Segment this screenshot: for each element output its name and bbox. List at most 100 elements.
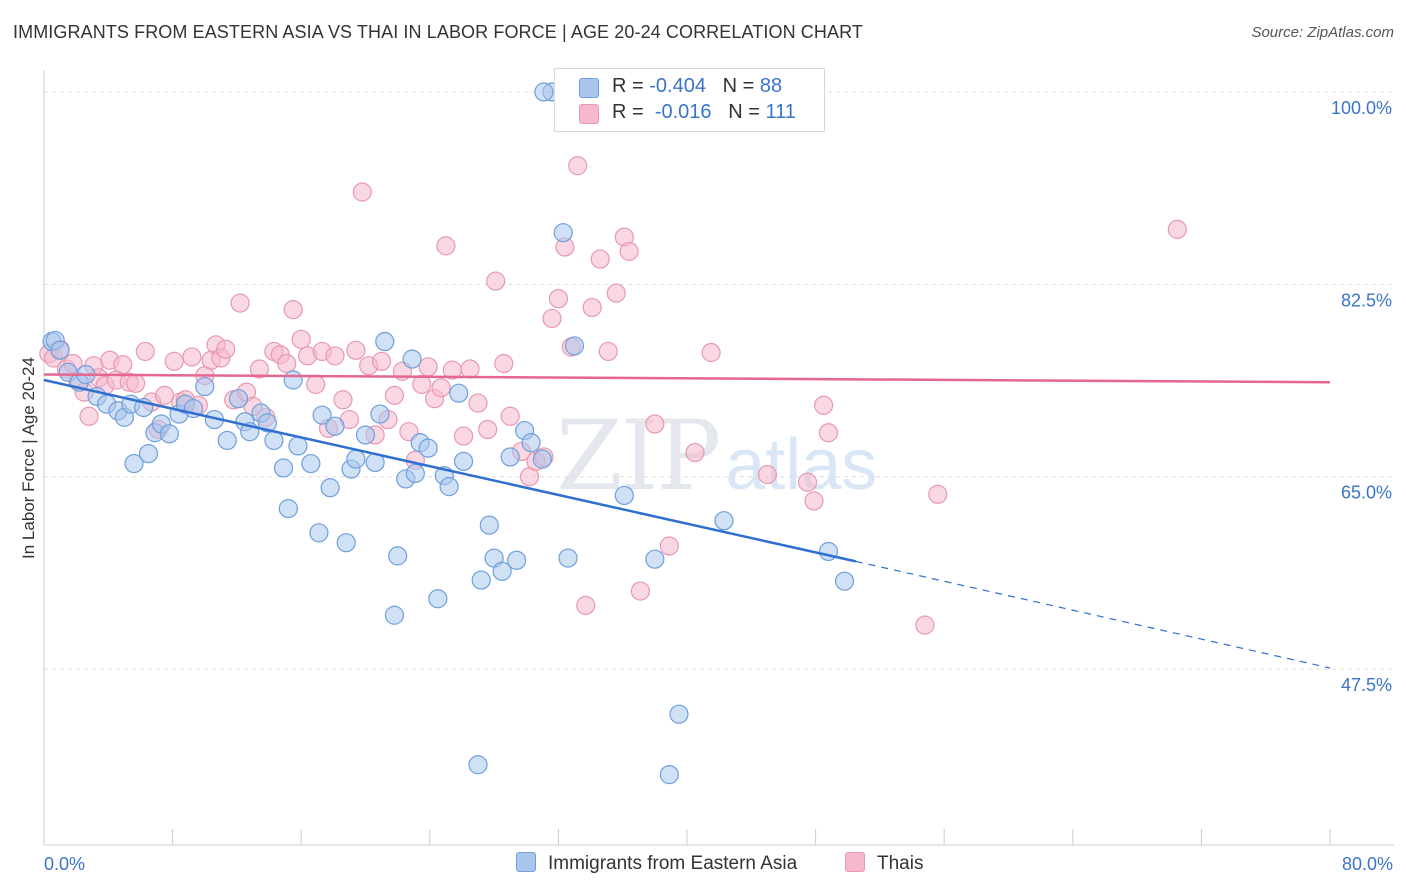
- eastern-asia-point: [264, 430, 284, 451]
- thais-point: [436, 236, 456, 256]
- eastern-asia-point: [195, 376, 215, 397]
- thais-point: [333, 390, 353, 410]
- eastern-asia-point: [479, 515, 499, 535]
- thais-point: [468, 393, 488, 413]
- thais-point: [418, 357, 438, 377]
- thais-point: [306, 374, 326, 394]
- eastern-asia-point: [355, 425, 376, 445]
- thais-point: [325, 346, 345, 366]
- eastern-asia-point: [288, 436, 308, 456]
- legend-r-label: R =: [612, 75, 644, 97]
- legend-r-value: -0.404: [649, 75, 706, 97]
- thais-point: [135, 341, 155, 362]
- thais-point: [154, 385, 175, 405]
- thais-point: [164, 351, 184, 371]
- legend-swatch-blue: [516, 852, 536, 872]
- eastern-asia-point: [309, 523, 329, 543]
- eastern-asia-point: [492, 561, 512, 581]
- eastern-asia-point: [558, 548, 578, 568]
- thais-point: [486, 271, 506, 291]
- thais-point: [216, 339, 236, 359]
- thais-trendline: [43, 373, 1331, 384]
- legend-n-value: 111: [765, 101, 796, 123]
- thais-point: [582, 297, 602, 318]
- thais-point: [182, 347, 202, 367]
- eastern-asia-point: [283, 370, 303, 390]
- eastern-asia-point: [159, 424, 179, 444]
- x-tick-label: 0.0%: [44, 854, 85, 874]
- correlation-legend: R = -0.404 N = 88 R = -0.016 N = 111: [554, 68, 825, 132]
- eastern-asia-point: [217, 430, 237, 451]
- thais-point: [249, 359, 270, 379]
- tick-labels: 47.5% 65.0% 82.5% 100.0% 0.0% 80.0%: [44, 98, 1393, 874]
- thais-points: [39, 82, 1187, 635]
- eastern-asia-point: [532, 449, 552, 469]
- eastern-asia-point: [834, 571, 855, 591]
- eastern-asia-point: [228, 389, 249, 409]
- thais-point: [453, 426, 474, 446]
- axes: [43, 70, 1394, 846]
- legend-swatch-pink: [845, 852, 865, 872]
- thais-point: [619, 241, 639, 261]
- eastern-asia-point: [534, 82, 554, 102]
- eastern-asia-point: [714, 511, 734, 531]
- eastern-asia-point: [50, 340, 70, 360]
- legend-r-value: -0.016: [654, 101, 712, 123]
- eastern-asia-points: [42, 82, 855, 785]
- eastern-asia-point: [645, 549, 665, 569]
- thais-point: [818, 423, 839, 443]
- thais-point: [928, 484, 948, 504]
- eastern-asia-point: [669, 704, 689, 724]
- thais-point: [126, 373, 146, 393]
- eastern-asia-point: [614, 485, 634, 506]
- legend-r-label: R =: [612, 101, 644, 123]
- thais-point: [1167, 219, 1187, 239]
- thais-point: [371, 351, 392, 371]
- y-tick-label: 100.0%: [1331, 98, 1392, 118]
- thais-point: [352, 182, 372, 202]
- thais-point: [606, 283, 626, 303]
- y-tick-label: 82.5%: [1341, 290, 1392, 310]
- eastern-asia-point: [468, 755, 488, 775]
- thais-point: [645, 414, 665, 434]
- thais-point: [494, 353, 514, 374]
- thais-point: [915, 615, 935, 635]
- thais-point: [797, 472, 818, 492]
- source-label[interactable]: Source: ZipAtlas.com: [1251, 24, 1394, 41]
- eastern-asia-point: [388, 546, 408, 566]
- legend-item-thais[interactable]: Thais: [845, 852, 923, 876]
- eastern-asia-point: [405, 463, 425, 484]
- thais-point: [283, 300, 303, 320]
- thais-point: [460, 359, 480, 379]
- eastern-asia-point: [325, 416, 345, 436]
- eastern-asia-point: [384, 605, 405, 625]
- eastern-asia-point: [273, 458, 294, 478]
- thais-point: [701, 342, 721, 363]
- eastern-asia-point: [257, 413, 278, 433]
- legend-swatch-blue: [579, 78, 599, 98]
- legend-item-eastern-asia[interactable]: Immigrants from Eastern Asia: [516, 852, 797, 876]
- eastern-asia-point: [402, 349, 422, 369]
- trend-lines: [43, 373, 1331, 669]
- eastern-asia-point: [449, 383, 469, 403]
- watermark: ZIPatlas: [556, 400, 877, 512]
- eastern-asia-point: [370, 404, 390, 424]
- thais-point: [500, 406, 520, 426]
- y-tick-label: 65.0%: [1341, 483, 1392, 503]
- thais-point: [685, 442, 705, 463]
- thais-point: [384, 385, 405, 405]
- eastern-asia-point: [375, 331, 395, 352]
- thais-point: [568, 156, 588, 176]
- eastern-asia-point: [124, 453, 144, 474]
- eastern-asia-point: [346, 449, 366, 469]
- thais-point: [412, 374, 432, 394]
- thais-point: [659, 536, 679, 556]
- x-tick-label: 80.0%: [1342, 854, 1393, 874]
- thais-point: [548, 289, 569, 309]
- eastern-asia-point: [453, 451, 474, 471]
- eastern-asia-point: [138, 444, 159, 464]
- chart-title: IMMIGRANTS FROM EASTERN ASIA VS THAI IN …: [13, 22, 863, 42]
- eastern-asia-point: [471, 570, 491, 590]
- thais-point: [757, 464, 777, 485]
- thais-point: [346, 340, 366, 360]
